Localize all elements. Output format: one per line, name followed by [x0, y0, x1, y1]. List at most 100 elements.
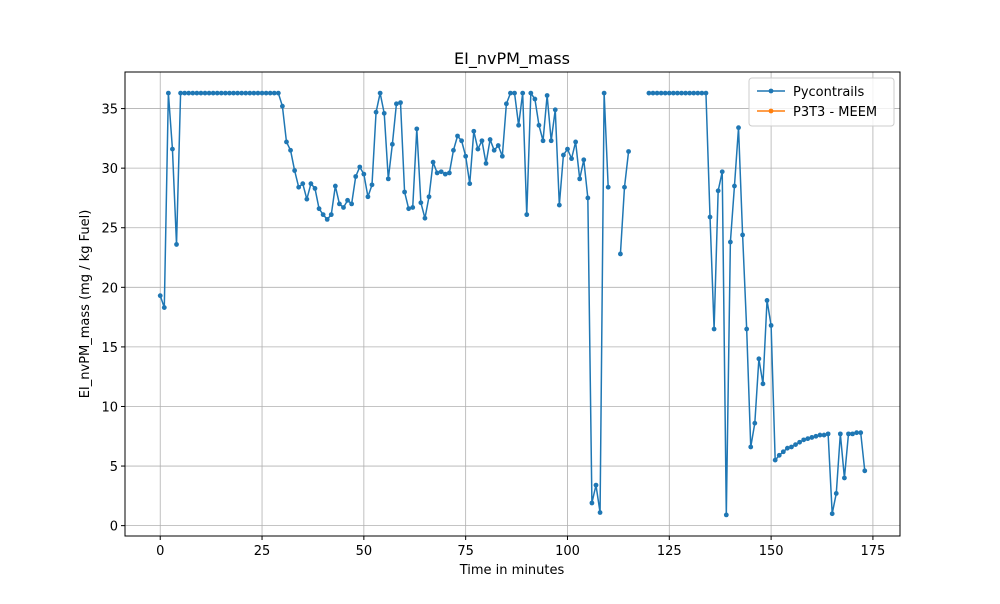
data-point	[556, 202, 562, 208]
data-point	[255, 90, 261, 96]
data-point	[369, 182, 375, 188]
data-point	[499, 153, 505, 159]
data-point	[764, 298, 770, 303]
x-tick-label: 0	[156, 544, 164, 559]
y-tick-label: 25	[101, 222, 118, 237]
data-point	[202, 90, 208, 96]
data-point	[646, 90, 652, 96]
data-point	[471, 128, 477, 134]
data-point	[332, 183, 338, 189]
data-point	[626, 149, 631, 154]
data-point	[862, 468, 868, 474]
data-point	[296, 184, 302, 190]
data-point	[239, 90, 245, 96]
chart-title: EI_nvPM_mass	[454, 49, 570, 69]
data-point	[402, 189, 407, 195]
legend-marker	[768, 88, 774, 94]
legend-marker	[768, 108, 774, 114]
data-point	[601, 90, 607, 96]
data-point	[703, 90, 709, 96]
data-point	[475, 146, 481, 152]
data-point	[675, 90, 680, 96]
legend: Pycontrails P3T3 - MEEM	[748, 77, 895, 127]
data-point	[495, 143, 501, 148]
data-point	[858, 430, 864, 436]
data-point	[442, 171, 448, 177]
data-point	[194, 90, 200, 96]
data-point	[727, 239, 733, 245]
data-point	[512, 90, 517, 96]
data-point	[784, 445, 790, 451]
data-point	[243, 90, 249, 96]
data-point	[182, 90, 188, 96]
data-point	[251, 90, 257, 96]
x-tick-label: 150	[759, 544, 784, 559]
data-point	[520, 90, 526, 96]
data-point	[292, 168, 298, 173]
data-point	[544, 93, 550, 98]
data-point	[524, 212, 530, 218]
data-point	[503, 101, 509, 107]
data-point	[552, 107, 558, 113]
data-point	[744, 326, 750, 332]
data-point	[707, 214, 713, 220]
data-point	[687, 90, 693, 96]
data-point	[654, 90, 660, 96]
data-point	[414, 126, 420, 132]
data-point	[789, 444, 794, 450]
data-point	[434, 170, 440, 176]
x-axis-label: Time in minutes	[459, 563, 565, 578]
data-point	[837, 431, 843, 437]
data-point	[732, 183, 737, 189]
data-point	[850, 431, 855, 437]
grid	[125, 72, 900, 536]
data-point	[719, 169, 725, 175]
data-point	[459, 138, 464, 144]
data-point	[227, 90, 232, 96]
data-point	[597, 510, 603, 515]
data-point	[186, 90, 192, 96]
data-point	[337, 201, 342, 207]
plot	[157, 90, 868, 518]
data-point	[618, 251, 623, 257]
data-point	[817, 432, 823, 438]
data-point	[174, 242, 179, 247]
data-point	[247, 90, 253, 96]
data-point	[691, 90, 697, 96]
data-point	[805, 436, 811, 442]
data-point	[263, 90, 269, 96]
y-tick-label: 20	[101, 281, 118, 296]
data-point	[540, 138, 546, 144]
data-point	[312, 186, 318, 191]
data-point	[190, 90, 196, 96]
data-point	[793, 442, 798, 448]
data-point	[569, 156, 574, 162]
data-point	[670, 90, 676, 96]
data-point	[536, 122, 542, 128]
data-point	[548, 138, 554, 144]
data-point	[748, 444, 754, 450]
data-point	[699, 90, 705, 96]
data-point	[206, 90, 212, 96]
data-point	[349, 201, 355, 207]
y-tick-label: 10	[101, 400, 118, 415]
data-point	[235, 90, 241, 96]
data-point	[157, 293, 163, 299]
data-point	[491, 147, 497, 153]
x-tick-label: 75	[457, 544, 474, 559]
data-point	[658, 90, 664, 96]
data-point	[267, 90, 273, 96]
axes-frame	[124, 71, 901, 537]
data-point	[377, 90, 383, 96]
data-point	[259, 90, 265, 96]
data-point	[373, 109, 379, 115]
data-point	[222, 90, 228, 96]
y-axis-label: EI_nvPM_mass (mg / kg Fuel)	[78, 210, 93, 399]
data-point	[829, 511, 835, 517]
data-point	[809, 435, 815, 440]
data-point	[780, 449, 786, 455]
data-point	[772, 457, 778, 463]
data-point	[508, 90, 513, 96]
data-point	[161, 305, 167, 310]
